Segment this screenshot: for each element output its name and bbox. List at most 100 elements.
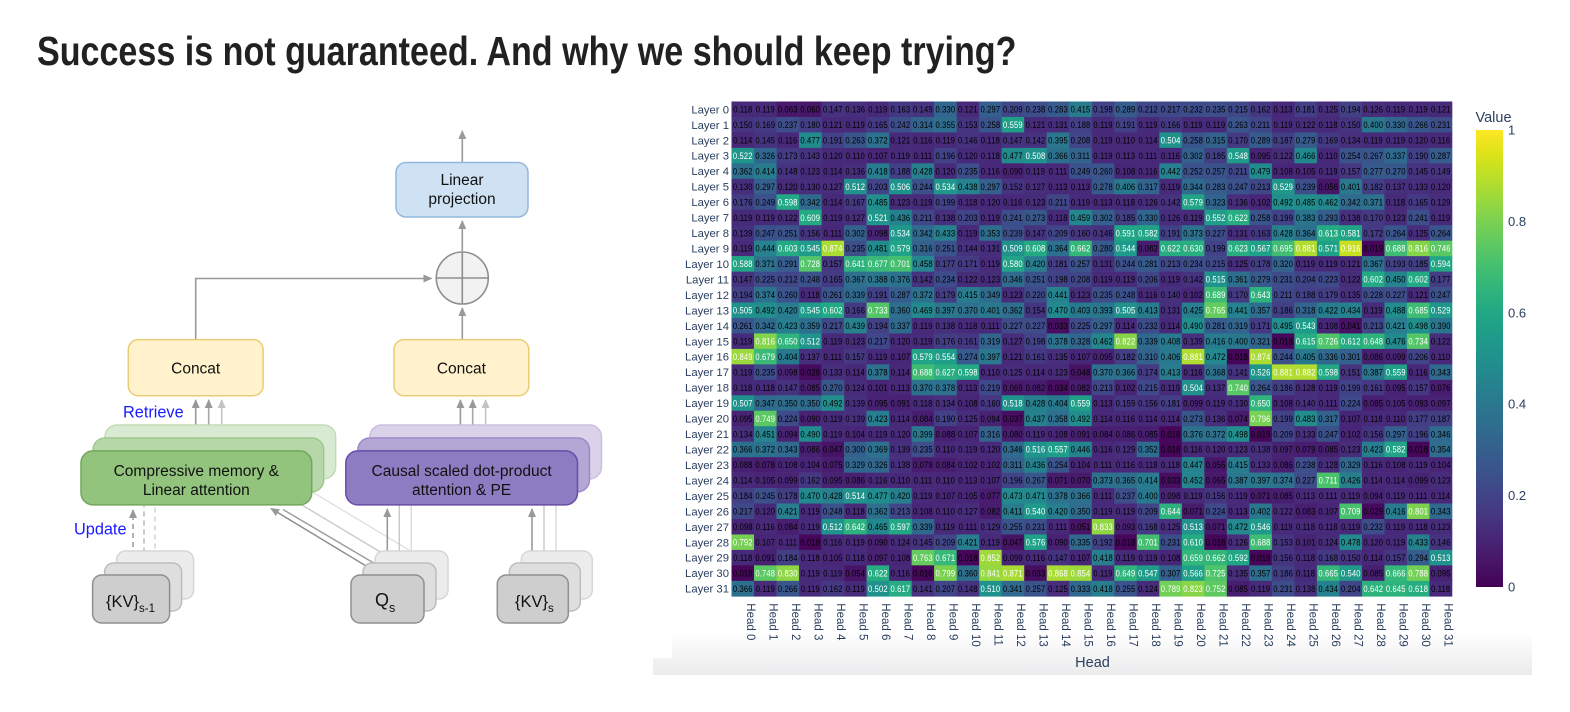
svg-text:Head 13: Head 13 <box>1037 603 1049 646</box>
svg-text:Head 28: Head 28 <box>1374 603 1386 646</box>
svg-text:Head 7: Head 7 <box>901 603 913 640</box>
svg-text:Concat: Concat <box>171 361 221 378</box>
svg-text:Compressive memory &: Compressive memory & <box>114 463 280 480</box>
svg-text:Head 19: Head 19 <box>1172 603 1184 646</box>
svg-text:1: 1 <box>1508 123 1515 138</box>
svg-text:Head 14: Head 14 <box>1059 603 1071 647</box>
svg-text:Retrieve: Retrieve <box>123 404 184 422</box>
svg-text:Layer 22: Layer 22 <box>685 445 729 457</box>
svg-text:0.4: 0.4 <box>1508 397 1526 412</box>
svg-text:Layer 28: Layer 28 <box>685 537 729 549</box>
svg-text:Head 27: Head 27 <box>1352 603 1364 646</box>
svg-text:Layer 27: Layer 27 <box>685 522 729 534</box>
svg-text:Layer 14: Layer 14 <box>685 321 729 333</box>
svg-text:Layer 31: Layer 31 <box>685 584 729 596</box>
svg-text:Head 18: Head 18 <box>1149 603 1161 646</box>
svg-text:0: 0 <box>1508 580 1515 595</box>
svg-text:Head 12: Head 12 <box>1014 603 1026 646</box>
svg-text:Layer 30: Layer 30 <box>685 568 729 580</box>
svg-text:Head 24: Head 24 <box>1284 603 1296 647</box>
svg-text:Layer 3: Layer 3 <box>691 151 729 163</box>
svg-text:Head 21: Head 21 <box>1217 603 1229 646</box>
svg-text:Layer 16: Layer 16 <box>685 352 729 364</box>
svg-text:Head 22: Head 22 <box>1239 603 1251 646</box>
svg-text:Layer 2: Layer 2 <box>691 135 729 147</box>
svg-text:Layer 10: Layer 10 <box>685 259 729 271</box>
svg-text:Head 15: Head 15 <box>1082 603 1094 646</box>
svg-text:0.504: 0.504 <box>1161 135 1181 146</box>
svg-text:Layer 29: Layer 29 <box>685 553 729 565</box>
svg-text:Head 11: Head 11 <box>991 603 1003 646</box>
svg-text:0.711: 0.711 <box>1319 475 1338 486</box>
svg-text:Concat: Concat <box>437 361 487 378</box>
svg-text:Head 2: Head 2 <box>789 603 801 640</box>
svg-text:Head 5: Head 5 <box>856 603 868 640</box>
svg-text:Layer 0: Layer 0 <box>691 104 729 116</box>
svg-text:Layer 12: Layer 12 <box>685 290 729 302</box>
svg-text:0.2: 0.2 <box>1508 488 1526 503</box>
svg-text:Head 8: Head 8 <box>924 603 936 640</box>
svg-text:Head 29: Head 29 <box>1397 603 1409 646</box>
svg-text:Layer 7: Layer 7 <box>691 213 729 225</box>
svg-text:0.8: 0.8 <box>1508 214 1526 229</box>
svg-text:Head 9: Head 9 <box>946 603 958 640</box>
svg-text:Layer 24: Layer 24 <box>685 475 729 487</box>
svg-text:0.6: 0.6 <box>1508 305 1526 320</box>
svg-text:Layer 23: Layer 23 <box>685 460 729 472</box>
svg-text:0.559: 0.559 <box>1003 119 1023 130</box>
svg-text:Layer 15: Layer 15 <box>685 336 729 348</box>
svg-text:attention & PE: attention & PE <box>412 482 511 499</box>
svg-text:projection: projection <box>428 191 495 208</box>
svg-text:0.514: 0.514 <box>845 490 865 501</box>
svg-text:Causal scaled dot-product: Causal scaled dot-product <box>372 463 553 480</box>
svg-text:Layer 13: Layer 13 <box>685 305 729 317</box>
svg-text:Head 10: Head 10 <box>969 603 981 646</box>
svg-text:Layer 9: Layer 9 <box>691 244 729 256</box>
